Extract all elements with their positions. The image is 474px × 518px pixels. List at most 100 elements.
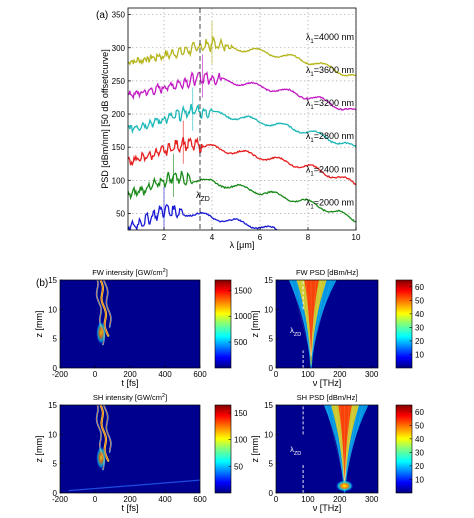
colorbar-tick-label: 10 [415, 350, 424, 359]
x-tick-label: 200 [333, 495, 347, 504]
colorbar-tick-label: 100 [234, 436, 248, 445]
spectrum-line [128, 136, 356, 186]
x-tick-label: 400 [158, 370, 172, 379]
spectral-streak [310, 280, 327, 357]
colorbar-tick-label: 40 [415, 310, 424, 319]
pulse-glow [96, 320, 107, 345]
x-tick-label: 0 [274, 495, 279, 504]
y-tick-label: 5 [53, 460, 58, 469]
spectral-plume-core [304, 280, 319, 363]
panel-a-label: (a) [96, 10, 108, 21]
spectra-y-axis-label: PSD [dBm/nm] [50 dB offset/curve] [100, 49, 110, 188]
colorbar-tick-label: 30 [415, 323, 424, 332]
y-tick-label: 15 [264, 401, 273, 410]
spectral-streak [291, 280, 312, 357]
colorbar-tick-label: 50 [415, 296, 424, 305]
y-tick-label: 10 [264, 430, 273, 439]
fw-psd-heatmap: FW PSD [dBm/Hz] λZD 0 100 200 300 0 5 10 15 ν [THz… [250, 268, 424, 388]
y-tick-label: 0 [269, 364, 274, 373]
x-tick-label: 2 [162, 233, 167, 242]
colorbar [214, 279, 232, 369]
y-tick-label: 250 [112, 77, 126, 86]
colorbar-tick-label: 30 [415, 448, 424, 457]
colorbar-tick-label: 1000 [234, 312, 252, 321]
y-tick-label: 100 [112, 176, 126, 185]
heatmap-title: SH intensity [GW/cm2] [93, 393, 167, 402]
colorbar-tick-label: 60 [415, 283, 424, 292]
spectral-streak [344, 405, 354, 482]
spectral-streak [310, 280, 322, 357]
pulse-glow [96, 445, 107, 470]
heatmap-y-axis-label: z [mm] [34, 311, 44, 338]
y-tick-label: 10 [48, 430, 57, 439]
colorbar [395, 404, 413, 494]
colorbar-tick-label: 60 [415, 408, 424, 417]
spectrum-line [128, 71, 356, 112]
sh-psd-hotspot [335, 479, 354, 492]
heatmap-title: SH PSD [dBm/Hz] [297, 393, 358, 402]
curve-label: λ1=2400 nm [306, 164, 354, 177]
spectral-streak [325, 405, 345, 482]
spectral-streak [339, 405, 345, 482]
x-tick-label: 100 [301, 370, 315, 379]
spectra-frame [127, 7, 357, 231]
heatmap-content [323, 405, 369, 493]
spectrum-line [128, 103, 356, 148]
x-tick-label: 600 [193, 370, 207, 379]
spectrum-line [128, 203, 280, 230]
colorbar-tick-label: 150 [234, 409, 248, 418]
heatmap-background [60, 280, 200, 368]
y-tick-label: 5 [53, 335, 58, 344]
colorbar-tick-label: 20 [415, 462, 424, 471]
y-tick-label: 10 [264, 305, 273, 314]
spectral-streak [305, 280, 312, 357]
y-tick-label: 350 [112, 11, 126, 20]
zero-dispersion-label: λZD [196, 190, 210, 203]
colorbar-tick-label: 500 [234, 338, 248, 347]
colorbar-tick-label: 50 [234, 462, 243, 471]
x-tick-label: 200 [333, 370, 347, 379]
x-tick-label: 0 [274, 370, 279, 379]
x-tick-label: 300 [365, 370, 379, 379]
spectra-curves [128, 21, 356, 230]
heatmap-x-axis-label: ν [THz] [313, 503, 342, 513]
zd-label: λZD [290, 445, 301, 457]
x-tick-label: 200 [123, 370, 137, 379]
colorbar [214, 404, 232, 494]
heatmap-x-axis-label: t [fs] [121, 378, 138, 388]
x-tick-label: 100 [301, 495, 315, 504]
heatmap-y-axis-label: z [mm] [34, 436, 44, 463]
sh-psd-heatmap: SH PSD [dBm/Hz] λZD 0 100 200 300 0 5 10 15 ν [THz… [250, 393, 424, 513]
heatmap-content [68, 405, 200, 492]
pulse-core [103, 405, 112, 452]
y-tick-label: 15 [48, 276, 57, 285]
spectral-streak [344, 405, 364, 482]
curve-label: λ1=2000 nm [306, 197, 354, 210]
colorbar-tick-label: 20 [415, 337, 424, 346]
y-tick-label: 50 [116, 209, 125, 218]
spectra-x-axis-label: λ [μm] [230, 240, 255, 250]
heatmap-content [95, 280, 112, 346]
y-tick-label: 5 [269, 460, 274, 469]
colorbar-tick-label: 50 [415, 421, 424, 430]
x-tick-label: -200 [52, 370, 69, 379]
curve-label: λ1=4000 nm [306, 32, 354, 45]
colorbar-tick-label: 40 [415, 435, 424, 444]
spectra-ticks: 2 4 6 8 10 50 100 150 200 250 300 350 [112, 11, 361, 242]
spectral-streak [344, 405, 350, 482]
x-tick-label: 4 [210, 233, 215, 242]
spectral-streak [335, 405, 345, 482]
colorbar-tick-label: 1500 [234, 286, 252, 295]
spectral-streak [310, 280, 332, 357]
y-tick-label: 150 [112, 143, 126, 152]
heatmap-background [60, 405, 200, 493]
spectrum-line [128, 35, 356, 77]
colorbar-tick-label: 10 [415, 475, 424, 484]
y-tick-label: 15 [264, 276, 273, 285]
zd-label: λZD [290, 326, 301, 338]
y-tick-label: 0 [269, 489, 274, 498]
x-tick-label: 400 [158, 495, 172, 504]
heatmap-x-axis-label: ν [THz] [313, 378, 342, 388]
y-tick-label: 0 [53, 489, 58, 498]
